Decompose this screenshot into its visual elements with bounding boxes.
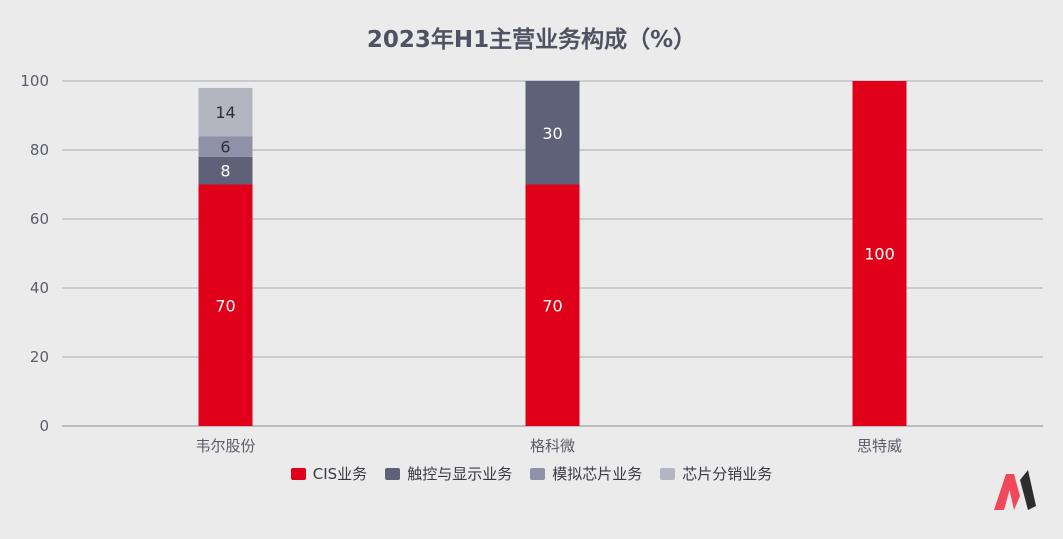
- data-label: 70: [542, 296, 562, 315]
- legend-label: CIS业务: [312, 465, 368, 483]
- x-tick-label: 韦尔股份: [195, 437, 255, 455]
- data-label: 14: [215, 103, 235, 122]
- legend-item: 模拟芯片业务: [530, 463, 642, 484]
- legend-label: 模拟芯片业务: [552, 465, 643, 483]
- bar-chart: 0 20 40 60 80 100 70 8 6 14 70 30 100 韦尔股份 格科微 思特威: [20, 72, 1043, 455]
- brand-m-logo-icon: [994, 470, 1036, 510]
- data-labels: 70 8 6 14 70 30 100: [215, 103, 894, 315]
- legend-item: 芯片分销业务: [660, 463, 772, 484]
- chart-title: 2023年H1主营业务构成（%）: [366, 27, 697, 53]
- data-label: 70: [215, 296, 235, 315]
- bar-segment: [852, 81, 907, 426]
- bar-segment: [525, 81, 580, 185]
- data-label: 30: [542, 124, 562, 143]
- bars: [198, 81, 907, 426]
- legend: CIS业务 触控与显示业务 模拟芯片业务 芯片分销业务: [0, 463, 1063, 484]
- y-tick-label: 80: [30, 141, 49, 159]
- bar-segment: [198, 136, 253, 157]
- y-tick-label: 60: [30, 210, 49, 228]
- legend-item: 触控与显示业务: [385, 463, 512, 484]
- data-label: 6: [220, 138, 230, 157]
- legend-item: CIS业务: [290, 463, 368, 484]
- data-label: 100: [864, 245, 895, 264]
- y-tick-label: 0: [39, 417, 49, 435]
- bar-segment: [198, 184, 253, 426]
- bar-segment: [198, 156, 253, 185]
- x-tick-label: 思特威: [857, 437, 902, 455]
- x-axis-ticks: 韦尔股份 格科微 思特威: [195, 437, 902, 455]
- legend-label: 触控与显示业务: [407, 465, 513, 483]
- bar-segment: [525, 184, 580, 426]
- legend-swatch: [290, 467, 306, 480]
- legend-label: 芯片分销业务: [682, 465, 773, 483]
- x-tick-label: 格科微: [530, 437, 575, 455]
- legend-swatch: [385, 467, 401, 480]
- legend-swatch: [530, 467, 546, 480]
- y-tick-label: 40: [30, 279, 49, 297]
- legend-swatch: [660, 467, 676, 480]
- data-label: 8: [220, 162, 230, 181]
- y-tick-label: 100: [20, 72, 49, 90]
- y-tick-label: 20: [30, 348, 49, 366]
- y-axis-ticks: 0 20 40 60 80 100: [20, 72, 49, 435]
- bar-segment: [198, 87, 253, 137]
